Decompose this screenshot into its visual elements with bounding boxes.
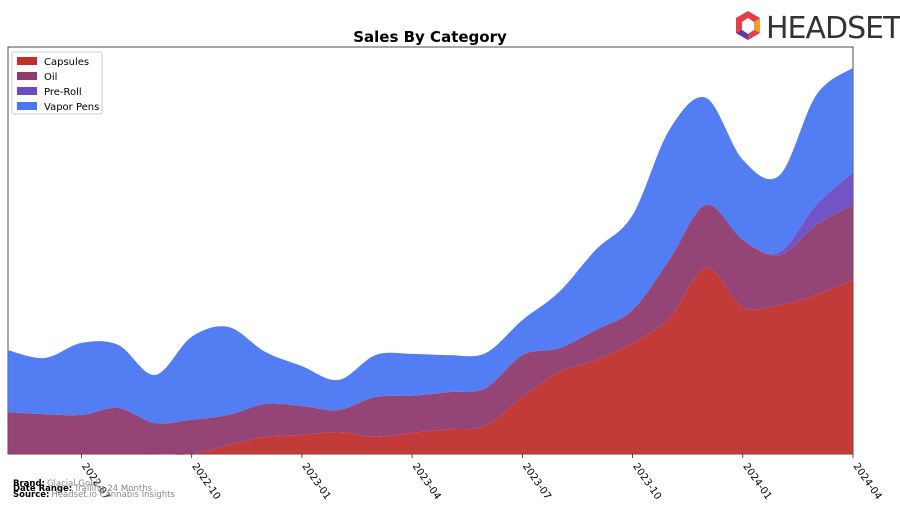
legend-swatch xyxy=(17,72,37,80)
areas xyxy=(8,67,853,455)
x-axis: 2022-07 2022-10 2023-01 2023-04 2023-07 2023-… xyxy=(79,454,884,502)
footer-text: Source: Headset.io Cannabis Insights xyxy=(13,490,175,500)
x-tick-label: 2023-10 xyxy=(630,461,663,502)
legend: Capsules Oil Pre-Roll Vapor Pens xyxy=(11,51,103,115)
footer-text: Brand: Glacial Gold xyxy=(13,479,98,489)
x-tick-label: 2023-01 xyxy=(299,461,332,502)
footer-label: Brand: xyxy=(13,479,45,489)
legend-label: Capsules xyxy=(44,57,89,68)
x-tick-label: 2023-07 xyxy=(520,461,553,502)
area-1 xyxy=(8,204,853,455)
logo-icon-inner xyxy=(742,18,754,34)
legend-swatch xyxy=(17,87,37,95)
chart-title: Sales By Category xyxy=(353,28,507,46)
legend-label: Pre-Roll xyxy=(44,87,82,98)
x-tick-label: 2024-04 xyxy=(851,461,884,502)
legend-label: Vapor Pens xyxy=(44,102,99,113)
x-tick-label: 2022-10 xyxy=(189,461,222,502)
logo-icon-part xyxy=(754,18,760,33)
footer-text: Date Range: Trailing 24 Months xyxy=(13,484,153,494)
footer-value: Trailing 24 Months xyxy=(73,484,152,494)
logo-icon-part xyxy=(736,30,748,40)
legend-label: Oil xyxy=(44,72,57,83)
area-0 xyxy=(8,267,853,455)
footer-label: Source: xyxy=(13,490,49,500)
logo: HEADSET xyxy=(736,11,900,46)
x-tick-label: 2023-04 xyxy=(410,461,443,502)
x-tick-label: 2024-01 xyxy=(740,461,773,502)
footer-label: Date Range: xyxy=(13,484,72,494)
legend-swatch xyxy=(17,102,37,110)
footer-value: Glacial Gold xyxy=(47,479,98,489)
footer-value: Headset.io Cannabis Insights xyxy=(51,490,175,500)
legend-box xyxy=(11,51,103,115)
footer: Brand: Glacial Gold Date Range: Trailing 2… xyxy=(13,479,175,500)
logo-text: HEADSET xyxy=(766,11,900,46)
legend-swatch xyxy=(17,57,37,65)
area-3 xyxy=(8,67,853,424)
